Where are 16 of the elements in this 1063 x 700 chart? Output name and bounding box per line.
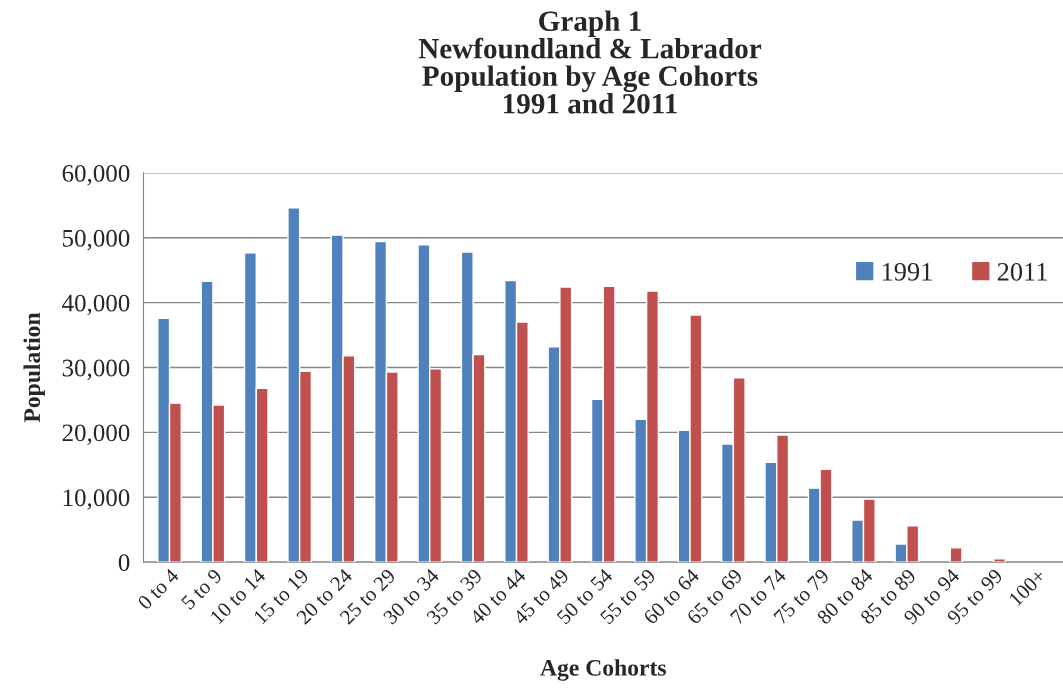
x-axis-title: Age Cohorts — [540, 659, 666, 681]
x-tick-label: 100+ — [1008, 568, 1047, 607]
bar — [949, 547, 963, 563]
y-tick-label: 10,000 — [63, 489, 130, 510]
y-axis-title: Population — [23, 312, 45, 423]
chart-title: Graph 1 Newfoundland & Labrador Population by Age Cohorts 1991 and 2011 — [418, 10, 762, 114]
bar — [992, 558, 1007, 563]
legend-label: 2011 — [997, 262, 1047, 281]
y-tick-label: 60,000 — [62, 164, 130, 186]
y-tick-label: 50,000 — [63, 229, 130, 251]
x-tick-label: 0 to 4 — [136, 567, 180, 611]
legend-label: 1991 — [882, 262, 932, 281]
y-tick-label: 0 — [118, 554, 130, 572]
y-tick-label: 30,000 — [62, 359, 130, 381]
y-tick-label: 20,000 — [62, 424, 130, 445]
y-tick-label: 40,000 — [62, 294, 130, 316]
